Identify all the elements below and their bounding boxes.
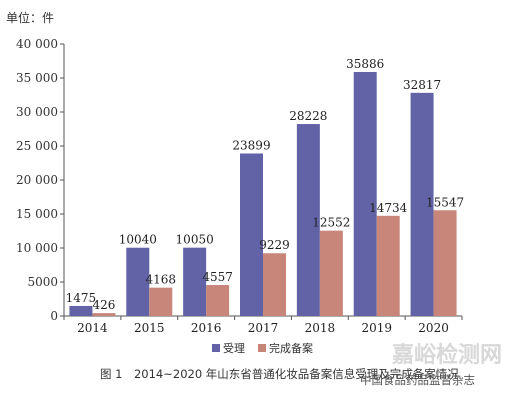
watermark-account: 中国食品药品监督杂志 bbox=[360, 373, 475, 387]
bar-accepted-2016 bbox=[183, 247, 207, 316]
y-tick-label: 5000 bbox=[27, 275, 58, 289]
data-label: 23899 bbox=[232, 138, 270, 152]
watermark-text: 嘉峪检测网 bbox=[392, 342, 502, 368]
data-label: 9229 bbox=[259, 238, 290, 252]
x-tick-label: 2015 bbox=[134, 321, 165, 335]
x-tick-label: 2017 bbox=[248, 321, 279, 335]
data-label: 32817 bbox=[403, 78, 441, 92]
x-tick-label: 2020 bbox=[418, 321, 449, 335]
legend-swatch bbox=[212, 344, 220, 352]
x-tick-label: 2016 bbox=[191, 321, 222, 335]
bar-accepted-2015 bbox=[126, 247, 150, 316]
y-tick-label: 25 000 bbox=[16, 139, 58, 153]
data-label: 28228 bbox=[289, 109, 327, 123]
data-label: 15547 bbox=[426, 195, 464, 209]
data-label: 10040 bbox=[119, 233, 157, 247]
legend: 受理 完成备案 bbox=[212, 341, 313, 355]
bar-completed-2020 bbox=[433, 210, 457, 316]
bar-completed-2016 bbox=[206, 285, 230, 316]
bar-accepted-2018 bbox=[296, 124, 320, 317]
unit-label: 单位：件 bbox=[6, 10, 54, 25]
figure-caption: 图 1 2014~2020 年山东省普通化妆品备案信息受理及完成备案情况 bbox=[100, 367, 459, 381]
data-label: 1475 bbox=[66, 291, 97, 305]
y-tick-label: 10 000 bbox=[16, 241, 58, 255]
y-tick-label: 20 000 bbox=[16, 173, 58, 187]
bar-completed-2017 bbox=[263, 253, 286, 316]
bar-completed-2015 bbox=[149, 287, 173, 316]
bar-accepted-2019 bbox=[353, 71, 377, 317]
watermark: 嘉峪检测网 中国食品药品监督杂志 bbox=[360, 342, 502, 387]
x-tick-label: 2019 bbox=[361, 321, 392, 335]
bar-completed-2014 bbox=[92, 313, 116, 316]
y-axis: 0 5000 10 000 15 000 20 000 25 000 30 000 35 00… bbox=[16, 37, 65, 323]
y-tick-label: 40 000 bbox=[16, 37, 58, 51]
data-label: 10050 bbox=[176, 233, 214, 247]
x-tick-label: 2014 bbox=[77, 321, 108, 335]
bar-accepted-2020 bbox=[410, 92, 434, 317]
y-tick-label: 30 000 bbox=[16, 105, 58, 119]
data-label: 14734 bbox=[369, 201, 408, 215]
data-label: 4557 bbox=[202, 270, 233, 284]
legend-label: 完成备案 bbox=[269, 341, 313, 355]
y-tick-label: 15 000 bbox=[16, 207, 58, 221]
legend-swatch bbox=[258, 344, 266, 352]
x-axis: 2014 2015 2016 2017 2018 2019 2020 bbox=[63, 315, 463, 335]
legend-label: 受理 bbox=[223, 342, 245, 355]
y-tick-label: 0 bbox=[50, 309, 58, 323]
data-label: 4168 bbox=[146, 273, 177, 287]
y-tick-label: 35 000 bbox=[16, 71, 58, 85]
data-label: 426 bbox=[92, 298, 115, 312]
data-label: 35886 bbox=[346, 57, 384, 71]
bar-completed-2019 bbox=[376, 215, 400, 316]
x-tick-label: 2018 bbox=[305, 321, 336, 335]
bar-accepted-2014 bbox=[69, 305, 93, 316]
data-label: 12552 bbox=[312, 216, 350, 230]
bar-accepted-2017 bbox=[240, 153, 263, 316]
bar-completed-2018 bbox=[319, 230, 343, 316]
